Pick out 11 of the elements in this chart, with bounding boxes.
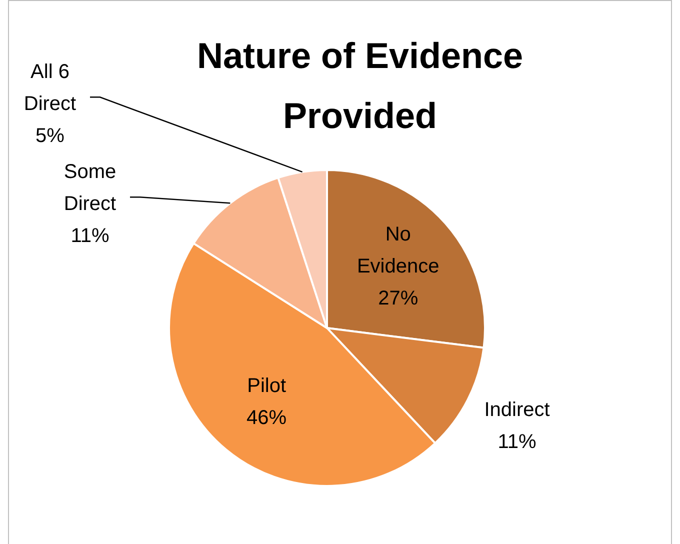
data-label: 5% [36,125,65,148]
data-label: 11% [498,430,537,453]
slice-label: Pilot [247,375,286,398]
slice-label: All 6 Direct [24,61,77,116]
chart-title: Nature of Evidence Provided [196,35,524,136]
data-label: 46% [246,407,287,430]
slice-label: Indirect [484,398,550,421]
data-label: 11% [70,225,110,248]
slice-label: No Evidence [356,223,440,278]
slice-label: Some Direct [64,161,117,216]
data-label: 27% [378,287,418,310]
